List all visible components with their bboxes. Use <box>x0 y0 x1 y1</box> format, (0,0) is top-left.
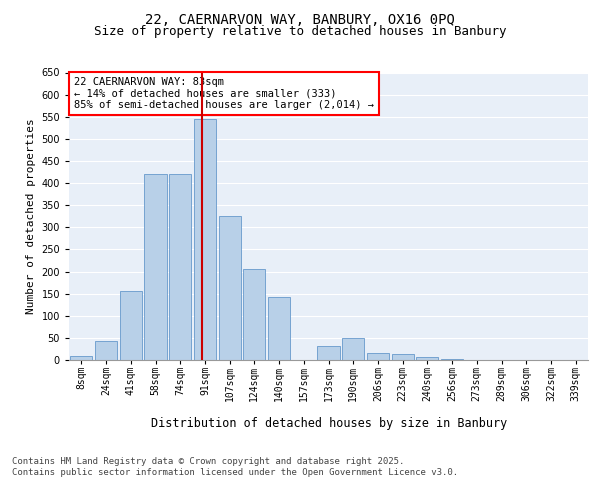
Bar <box>392 354 414 360</box>
Bar <box>169 174 191 360</box>
Bar <box>367 354 389 360</box>
Bar <box>194 119 216 360</box>
Text: 22, CAERNARVON WAY, BANBURY, OX16 0PQ: 22, CAERNARVON WAY, BANBURY, OX16 0PQ <box>145 12 455 26</box>
Bar <box>268 296 290 360</box>
Bar <box>145 174 167 360</box>
Bar <box>243 270 265 360</box>
Bar <box>317 346 340 360</box>
Bar <box>342 338 364 360</box>
Text: Distribution of detached houses by size in Banbury: Distribution of detached houses by size … <box>151 418 507 430</box>
Y-axis label: Number of detached properties: Number of detached properties <box>26 118 36 314</box>
Bar <box>441 359 463 360</box>
Text: Contains HM Land Registry data © Crown copyright and database right 2025.
Contai: Contains HM Land Registry data © Crown c… <box>12 458 458 477</box>
Bar <box>70 356 92 360</box>
Bar <box>416 357 439 360</box>
Text: Size of property relative to detached houses in Banbury: Size of property relative to detached ho… <box>94 25 506 38</box>
Bar <box>119 292 142 360</box>
Bar <box>95 342 117 360</box>
Bar <box>218 216 241 360</box>
Text: 22 CAERNARVON WAY: 83sqm
← 14% of detached houses are smaller (333)
85% of semi-: 22 CAERNARVON WAY: 83sqm ← 14% of detach… <box>74 77 374 110</box>
